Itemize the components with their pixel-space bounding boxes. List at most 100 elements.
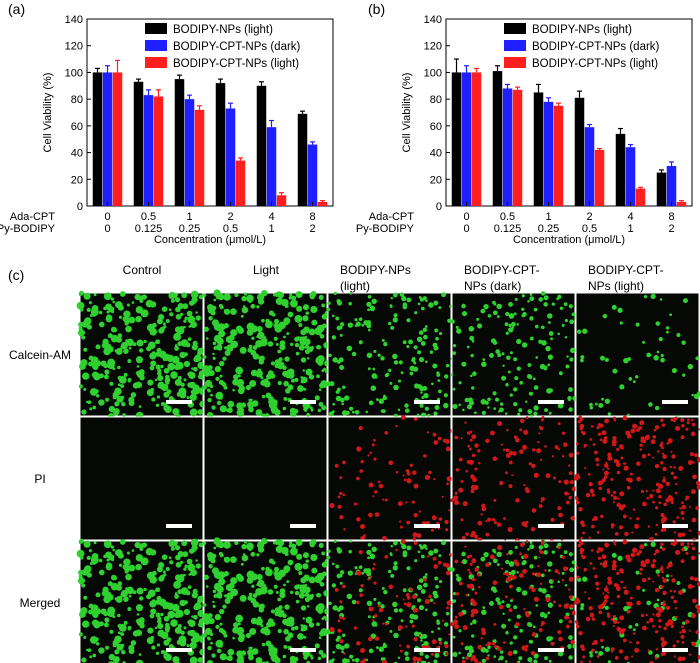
live-cell — [358, 588, 363, 593]
live-cell — [120, 643, 125, 648]
dead-cell — [353, 502, 357, 506]
live-cell — [186, 644, 190, 648]
dead-cell — [411, 500, 415, 504]
live-cell — [174, 346, 180, 351]
dead-cell — [654, 463, 660, 469]
live-cell — [497, 353, 502, 358]
live-cell — [259, 355, 265, 362]
dead-cell — [661, 446, 664, 450]
dead-cell — [403, 602, 407, 606]
dead-cell — [620, 580, 624, 584]
dead-cell — [561, 555, 566, 559]
dead-cell — [657, 574, 660, 577]
live-cell — [157, 381, 165, 389]
dead-cell — [610, 477, 614, 481]
live-cell — [283, 317, 291, 325]
live-cell — [283, 583, 286, 587]
live-cell — [112, 548, 115, 552]
dead-cell — [503, 517, 506, 520]
dead-cell — [474, 443, 479, 448]
live-cell — [569, 319, 575, 325]
live-cell — [78, 363, 86, 370]
live-cell — [302, 617, 305, 620]
dead-cell — [506, 552, 509, 556]
live-cell — [333, 539, 337, 543]
dead-cell — [690, 555, 696, 561]
live-cell — [547, 321, 551, 324]
live-cell — [358, 565, 363, 570]
live-cell — [295, 291, 303, 299]
live-cell — [88, 301, 93, 305]
dead-cell — [581, 431, 586, 436]
dead-cell — [579, 423, 585, 429]
live-cell — [607, 660, 612, 663]
dead-cell — [430, 528, 435, 532]
live-cell — [365, 410, 369, 414]
dead-cell — [607, 452, 612, 457]
live-cell — [349, 292, 352, 295]
live-cell — [278, 357, 283, 362]
live-cell — [297, 385, 304, 392]
live-cell — [136, 613, 140, 616]
live-cell — [103, 540, 112, 549]
dead-cell — [589, 562, 593, 565]
dead-cell — [406, 520, 411, 525]
live-cell — [535, 356, 539, 359]
live-cell — [166, 389, 172, 395]
dead-cell — [672, 419, 676, 423]
live-cell — [250, 323, 255, 327]
live-cell — [304, 597, 310, 603]
dead-cell — [667, 495, 673, 500]
x-tick-label-ada-cpt: 8 — [309, 211, 315, 223]
live-cell — [174, 574, 182, 581]
dead-cell — [576, 451, 580, 455]
live-cell — [235, 614, 244, 623]
dead-cell — [595, 581, 600, 586]
live-cell — [428, 302, 434, 308]
live-cell — [367, 308, 370, 312]
live-cell — [227, 338, 233, 344]
scale-bar — [414, 648, 440, 652]
dead-cell — [607, 579, 613, 585]
dead-cell — [681, 501, 684, 505]
live-cell — [304, 593, 309, 597]
dead-cell — [590, 425, 594, 428]
x-tick-label-ada-cpt: 4 — [268, 211, 274, 223]
live-cell — [245, 632, 251, 639]
dead-cell — [539, 582, 543, 585]
dead-cell — [465, 593, 469, 597]
dead-cell — [685, 495, 690, 500]
live-cell — [464, 397, 470, 403]
live-cell — [545, 365, 548, 369]
dead-cell — [395, 548, 398, 552]
dead-cell — [603, 470, 609, 476]
dead-cell — [611, 563, 617, 569]
row-label: PI — [34, 472, 45, 486]
dead-cell — [646, 620, 650, 624]
live-cell — [117, 333, 123, 338]
live-cell — [371, 373, 378, 379]
dead-cell — [561, 579, 565, 582]
live-cell — [92, 313, 96, 317]
live-cell — [433, 300, 439, 306]
live-cell — [516, 323, 519, 326]
x-tick-label-ada-cpt: 8 — [668, 211, 674, 223]
live-cell — [392, 353, 398, 360]
dead-cell — [571, 610, 577, 616]
live-cell — [273, 584, 278, 589]
live-cell — [655, 321, 661, 326]
live-cell — [418, 578, 424, 583]
live-cell — [305, 311, 309, 315]
dead-cell — [661, 516, 668, 522]
x-axis-label: Concentration (μmol/L) — [513, 234, 625, 246]
live-cell — [240, 402, 247, 408]
live-cell — [179, 351, 186, 359]
dead-cell — [680, 435, 685, 440]
dead-cell — [416, 657, 422, 663]
live-cell — [471, 634, 475, 638]
live-cell — [223, 541, 231, 549]
bar — [625, 147, 636, 206]
live-cell — [497, 601, 502, 606]
live-cell — [110, 297, 115, 301]
dead-cell — [662, 478, 667, 483]
